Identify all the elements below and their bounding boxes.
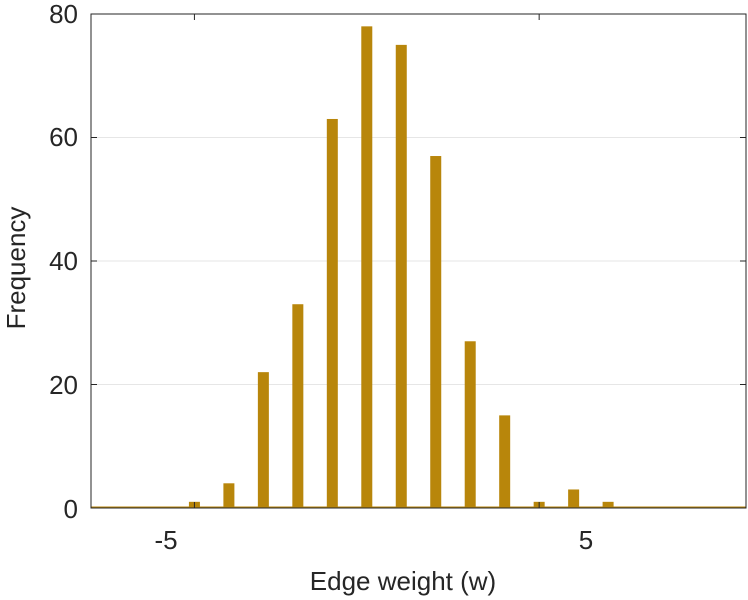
- bar-6: [395, 44, 407, 508]
- x-tick-label-minus-5: -5: [154, 525, 177, 555]
- y-tick-label-40: 40: [49, 246, 78, 276]
- bar-12: [602, 501, 614, 508]
- bar-11: [568, 489, 580, 508]
- y-axis-label: Frequency: [1, 207, 31, 330]
- bar-4: [326, 118, 338, 508]
- bar-7: [430, 156, 442, 508]
- y-tick-label-80: 80: [49, 0, 78, 29]
- bar-9: [499, 415, 511, 508]
- y-tick-label-20: 20: [49, 370, 78, 400]
- y-tick-label-60: 60: [49, 122, 78, 152]
- bar-5: [361, 26, 373, 508]
- bar-2: [257, 372, 269, 508]
- x-axis-label: Edge weight (w): [310, 566, 496, 596]
- grid-lines: [91, 13, 746, 385]
- x-tick-label-5: 5: [579, 525, 593, 555]
- axis-ticks: [91, 13, 746, 509]
- bar-1: [223, 483, 235, 508]
- bars-group: [91, 26, 746, 509]
- y-tick-label-0: 0: [64, 494, 78, 524]
- bar-8: [464, 341, 476, 508]
- bar-3: [292, 304, 304, 508]
